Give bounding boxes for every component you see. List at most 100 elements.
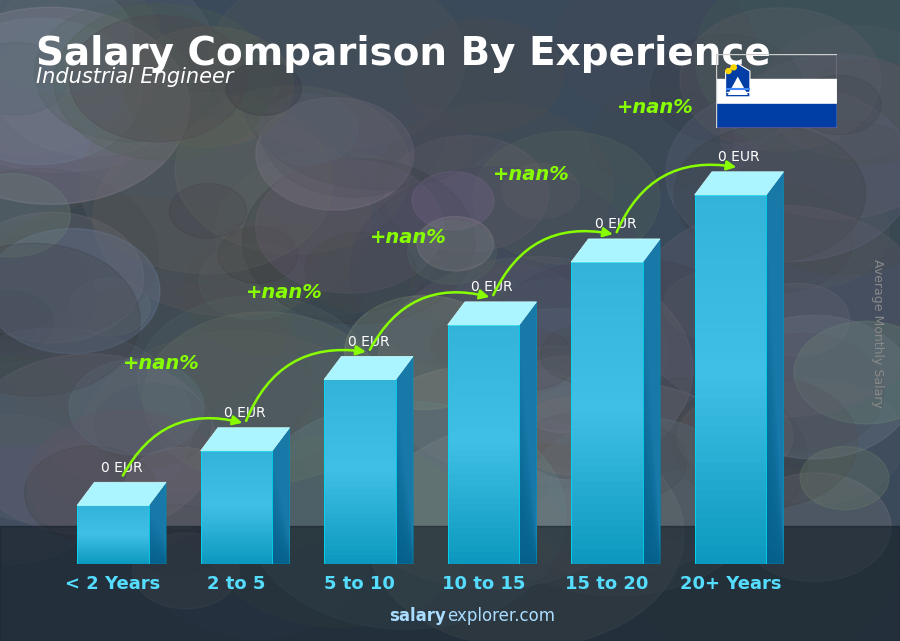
Polygon shape	[572, 420, 643, 428]
Polygon shape	[77, 482, 166, 505]
Circle shape	[0, 0, 164, 153]
Polygon shape	[519, 551, 536, 564]
Polygon shape	[324, 527, 396, 532]
Polygon shape	[572, 406, 643, 413]
Polygon shape	[324, 518, 396, 522]
Circle shape	[132, 533, 239, 609]
Polygon shape	[272, 551, 290, 563]
Polygon shape	[447, 385, 519, 391]
Polygon shape	[447, 403, 519, 408]
Polygon shape	[572, 345, 643, 353]
Polygon shape	[148, 515, 166, 551]
Polygon shape	[77, 505, 148, 507]
Polygon shape	[572, 504, 643, 512]
Circle shape	[246, 401, 566, 629]
Text: 0 EUR: 0 EUR	[595, 217, 636, 231]
Circle shape	[633, 205, 900, 417]
Circle shape	[800, 447, 889, 510]
Circle shape	[0, 14, 193, 156]
Polygon shape	[77, 528, 148, 529]
Circle shape	[0, 42, 68, 115]
Polygon shape	[77, 530, 148, 532]
Circle shape	[0, 44, 130, 222]
Circle shape	[262, 67, 445, 197]
Polygon shape	[695, 172, 784, 195]
Polygon shape	[572, 239, 660, 262]
Polygon shape	[695, 342, 766, 352]
Polygon shape	[272, 530, 290, 560]
Polygon shape	[201, 542, 272, 544]
Polygon shape	[324, 388, 396, 394]
Polygon shape	[77, 533, 148, 535]
Polygon shape	[148, 535, 166, 557]
Polygon shape	[572, 496, 643, 504]
Polygon shape	[695, 260, 766, 269]
Polygon shape	[77, 539, 148, 540]
Polygon shape	[766, 290, 784, 549]
Polygon shape	[447, 504, 519, 510]
Polygon shape	[766, 505, 784, 562]
Polygon shape	[201, 547, 272, 550]
Polygon shape	[447, 510, 519, 516]
Polygon shape	[519, 538, 536, 563]
Polygon shape	[148, 499, 166, 547]
Polygon shape	[77, 561, 148, 563]
Text: 0 EUR: 0 EUR	[224, 406, 266, 420]
Polygon shape	[201, 468, 272, 470]
Polygon shape	[447, 558, 519, 564]
Circle shape	[717, 333, 885, 452]
Polygon shape	[77, 544, 148, 545]
Circle shape	[417, 217, 493, 271]
Polygon shape	[766, 172, 784, 542]
Polygon shape	[272, 503, 290, 555]
Circle shape	[794, 60, 900, 164]
Polygon shape	[201, 470, 272, 474]
Polygon shape	[766, 486, 784, 561]
Polygon shape	[201, 488, 272, 490]
Polygon shape	[572, 262, 643, 270]
Polygon shape	[396, 512, 413, 560]
Polygon shape	[695, 444, 766, 453]
Circle shape	[349, 106, 472, 193]
Polygon shape	[572, 542, 643, 549]
Polygon shape	[572, 315, 643, 322]
Circle shape	[797, 76, 881, 135]
Polygon shape	[519, 433, 536, 554]
Polygon shape	[643, 288, 660, 545]
Polygon shape	[447, 397, 519, 403]
Polygon shape	[766, 388, 784, 555]
Polygon shape	[77, 551, 148, 553]
Polygon shape	[201, 513, 272, 516]
Polygon shape	[77, 515, 148, 517]
Polygon shape	[447, 302, 536, 325]
Circle shape	[69, 15, 247, 142]
Polygon shape	[695, 315, 766, 324]
Polygon shape	[396, 502, 413, 558]
Circle shape	[678, 395, 793, 478]
Polygon shape	[643, 239, 660, 542]
Polygon shape	[447, 367, 519, 373]
Polygon shape	[396, 481, 413, 556]
Circle shape	[0, 212, 143, 343]
Polygon shape	[447, 480, 519, 487]
Polygon shape	[447, 487, 519, 492]
Circle shape	[411, 252, 510, 322]
Text: Industrial Engineer: Industrial Engineer	[36, 67, 233, 87]
Polygon shape	[324, 394, 396, 398]
Polygon shape	[201, 474, 272, 476]
Polygon shape	[766, 329, 784, 551]
Circle shape	[412, 172, 494, 230]
Circle shape	[509, 488, 603, 555]
Polygon shape	[77, 548, 148, 549]
Circle shape	[0, 19, 141, 164]
Polygon shape	[148, 523, 166, 554]
Polygon shape	[148, 495, 166, 545]
Bar	[716, 128, 837, 153]
Polygon shape	[396, 460, 413, 554]
Polygon shape	[201, 451, 272, 454]
Polygon shape	[572, 383, 643, 390]
Polygon shape	[572, 556, 643, 564]
Polygon shape	[148, 531, 166, 556]
Polygon shape	[695, 388, 766, 398]
Text: +nan%: +nan%	[122, 354, 200, 373]
